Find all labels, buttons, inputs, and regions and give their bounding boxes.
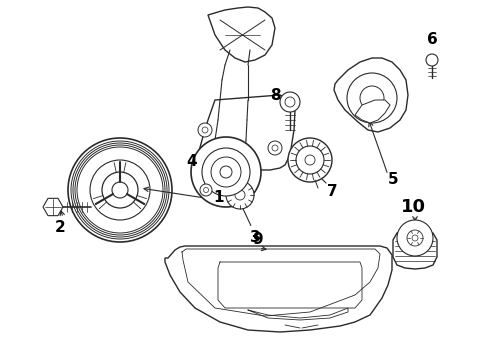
Circle shape [272, 145, 278, 151]
Circle shape [90, 160, 150, 220]
Circle shape [397, 220, 433, 256]
Polygon shape [355, 100, 390, 123]
Polygon shape [393, 229, 437, 269]
Circle shape [285, 97, 295, 107]
Text: 3: 3 [250, 230, 260, 246]
Polygon shape [43, 198, 63, 216]
Text: 7: 7 [327, 184, 337, 199]
Text: 8: 8 [270, 87, 280, 103]
Circle shape [211, 157, 241, 187]
Circle shape [220, 166, 232, 178]
Circle shape [112, 182, 128, 198]
Circle shape [226, 181, 254, 209]
Circle shape [235, 190, 245, 200]
Polygon shape [195, 95, 295, 170]
Text: 1: 1 [213, 190, 223, 206]
Circle shape [68, 138, 172, 242]
Circle shape [102, 172, 138, 208]
Circle shape [208, 158, 222, 172]
Polygon shape [191, 137, 261, 207]
Circle shape [360, 86, 384, 110]
Circle shape [71, 141, 169, 239]
Circle shape [412, 235, 418, 241]
Circle shape [73, 143, 167, 237]
Circle shape [407, 230, 423, 246]
Text: 4: 4 [187, 154, 197, 170]
Circle shape [268, 141, 282, 155]
Circle shape [203, 188, 209, 193]
Circle shape [202, 148, 250, 196]
Circle shape [280, 92, 300, 112]
Circle shape [305, 155, 315, 165]
Text: 2: 2 [54, 220, 65, 235]
Circle shape [296, 146, 324, 174]
Circle shape [200, 184, 212, 196]
Polygon shape [165, 246, 392, 332]
Circle shape [202, 127, 208, 133]
Circle shape [347, 73, 397, 123]
Text: 6: 6 [427, 32, 438, 48]
Circle shape [77, 147, 163, 233]
Text: 9: 9 [253, 233, 263, 248]
Text: 5: 5 [388, 172, 398, 188]
Circle shape [288, 138, 332, 182]
Circle shape [212, 162, 218, 168]
Circle shape [426, 54, 438, 66]
Text: 10: 10 [400, 198, 425, 216]
Circle shape [198, 123, 212, 137]
Polygon shape [334, 58, 408, 132]
Polygon shape [208, 7, 275, 62]
Circle shape [75, 145, 165, 235]
